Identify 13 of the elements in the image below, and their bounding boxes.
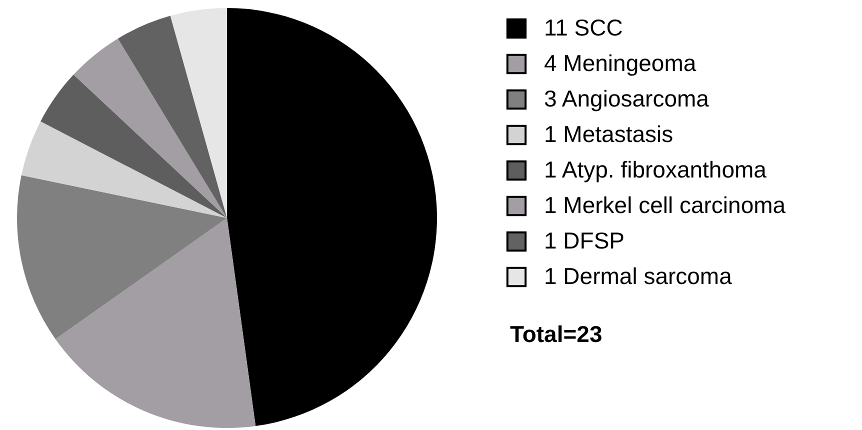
pie-slice	[17, 175, 227, 340]
legend-label: 1 Merkel cell carcinoma	[544, 192, 786, 218]
legend-label: 1 DFSP	[544, 228, 625, 254]
legend-label: 1 Dermal sarcoma	[544, 263, 732, 289]
legend-label: 1 Atyp. fibroxanthoma	[544, 156, 767, 182]
legend-label: 1 Metastasis	[544, 121, 674, 147]
text: Total=23	[510, 321, 602, 347]
pie-slice	[170, 8, 227, 218]
legend-label: 4 Meningeoma	[544, 50, 696, 76]
legend-label: 11 SCC	[544, 14, 623, 40]
pie-slice	[227, 8, 437, 426]
legend-label: 3 Angiosarcoma	[544, 86, 710, 112]
pie-slice	[21, 121, 227, 218]
